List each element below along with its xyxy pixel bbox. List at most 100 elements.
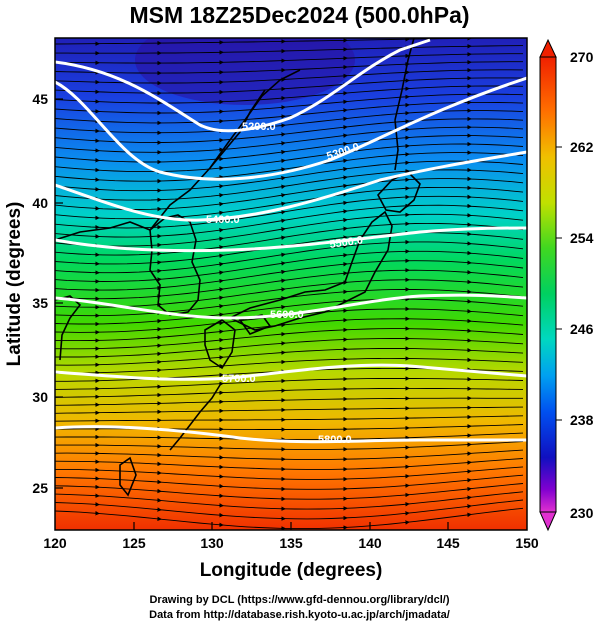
streamline [55, 499, 524, 520]
streamline [55, 432, 524, 440]
wind-arrow [218, 278, 224, 284]
wind-arrow [218, 236, 224, 242]
contour-label-5400: 5400.0 [206, 214, 240, 226]
y-tick-label: 35 [32, 295, 48, 311]
streamline [55, 222, 524, 256]
wind-arrow [280, 269, 286, 275]
colorbar-label: 246 [570, 321, 594, 337]
wind-arrow [218, 210, 224, 216]
colorbar-scale [539, 56, 557, 513]
wind-arrow [280, 158, 286, 164]
streamline [55, 483, 524, 500]
y-tick-label: 25 [32, 480, 48, 496]
streamline [55, 45, 524, 54]
contour-5300 [55, 76, 527, 181]
wind-arrow [280, 261, 286, 266]
x-tick-label: 140 [358, 535, 382, 551]
wind-arrow [218, 320, 224, 326]
wind-arrow [342, 166, 348, 172]
wind-arrow [466, 504, 472, 509]
wind-arrow [280, 201, 286, 207]
streamline [55, 250, 524, 282]
contour-5800 [55, 425, 527, 444]
contour-5700 [55, 363, 527, 381]
x-tick-label: 145 [436, 535, 460, 551]
streamline [55, 110, 524, 134]
kyushu [204, 319, 236, 370]
honshu [228, 210, 393, 331]
contour-label-5600: 5600.0 [270, 309, 304, 321]
wind-arrow [342, 192, 348, 197]
wind-arrow [280, 287, 286, 292]
contour-5500 [55, 226, 527, 253]
streamline [55, 397, 523, 406]
x-tick-label: 135 [279, 535, 303, 551]
x-tick-label: 120 [43, 535, 67, 551]
wind-arrow [280, 210, 286, 215]
streamline [55, 204, 524, 238]
wind-arrow [466, 512, 472, 518]
x-tick-label: 150 [515, 535, 539, 551]
wind-arrow [218, 304, 224, 309]
wind-arrow [342, 235, 348, 240]
streamline [55, 507, 524, 530]
wind-arrow [218, 270, 224, 275]
wind-arrow [218, 245, 224, 250]
wind-arrow [218, 287, 224, 292]
contour-5400 [55, 150, 527, 222]
wind-arrow [218, 184, 224, 189]
streamline [55, 195, 524, 229]
wind-arrow [342, 175, 348, 180]
streamline [55, 415, 524, 422]
y-tick-label: 30 [32, 389, 48, 405]
wind-arrow [280, 175, 286, 181]
height-contours [55, 38, 527, 444]
y-tick-label: 45 [32, 91, 48, 107]
wind-arrow [342, 116, 348, 122]
contour-5600 [55, 293, 527, 320]
colorbar-label: 270 [570, 49, 594, 65]
primorye [209, 69, 301, 169]
wind-arrow [342, 217, 348, 223]
contour-label-5200: 5200.0 [242, 121, 276, 133]
credits: Drawing by DCL (https://www.gfd-dennou.o… [0, 593, 599, 623]
x-axis-label: Longitude (degrees) [200, 560, 383, 581]
streamline [55, 269, 524, 300]
streamline [55, 53, 523, 64]
colorbar-label: 238 [570, 412, 594, 428]
x-tick-label: 130 [200, 535, 224, 551]
tick-marks [55, 98, 449, 530]
china-coast [55, 221, 151, 361]
ryukyu [169, 384, 221, 451]
taiwan [119, 456, 137, 497]
wind-arrow [218, 201, 224, 207]
streamline [55, 318, 524, 342]
wind-arrow [218, 262, 224, 267]
streamline [55, 491, 524, 510]
wind-arrow [280, 218, 286, 224]
streamline [55, 298, 524, 325]
streamline [55, 152, 524, 182]
streamline [55, 260, 524, 291]
streamline [55, 387, 524, 398]
wind-arrow [466, 486, 472, 492]
cold-pocket [135, 38, 355, 105]
wind-arrow [280, 304, 286, 310]
streamline [55, 169, 524, 201]
y-axis-ticks: 25 30 35 40 45 [32, 91, 48, 496]
colorbar-label: 262 [570, 139, 594, 155]
streamline [55, 466, 524, 480]
wind-arrow [280, 278, 286, 283]
wind-arrow [218, 193, 224, 198]
wind-arrow [280, 149, 286, 155]
y-axis-label: Latitude (degrees) [4, 202, 25, 367]
streamline [55, 213, 524, 247]
colorbar-top-arrow [539, 38, 557, 58]
y-tick-label: 40 [32, 195, 48, 211]
wind-arrow [342, 209, 348, 214]
streamline [55, 85, 524, 104]
map-title: MSM 18Z25Dec2024 (500.0hPa) [129, 2, 470, 28]
streamline [55, 328, 524, 350]
streamline [55, 441, 524, 450]
streamline [55, 241, 524, 274]
